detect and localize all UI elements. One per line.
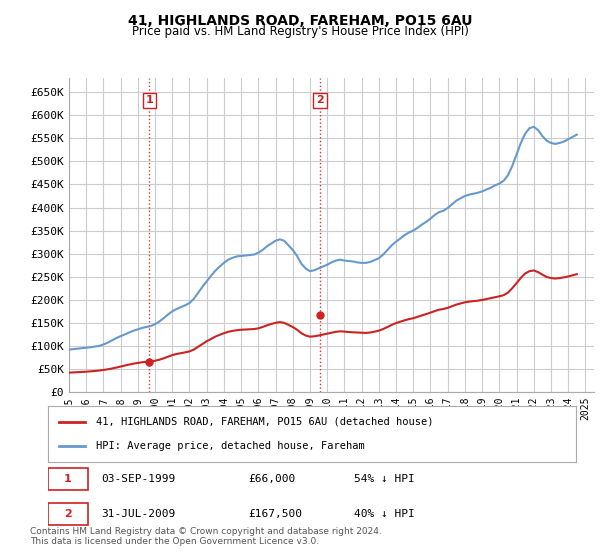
- Text: 2: 2: [316, 95, 324, 105]
- Text: 31-JUL-2009: 31-JUL-2009: [101, 508, 175, 519]
- Text: 41, HIGHLANDS ROAD, FAREHAM, PO15 6AU: 41, HIGHLANDS ROAD, FAREHAM, PO15 6AU: [128, 14, 472, 28]
- Text: £167,500: £167,500: [248, 508, 302, 519]
- Text: Price paid vs. HM Land Registry's House Price Index (HPI): Price paid vs. HM Land Registry's House …: [131, 25, 469, 38]
- Text: Contains HM Land Registry data © Crown copyright and database right 2024.
This d: Contains HM Land Registry data © Crown c…: [30, 526, 382, 546]
- Text: 2: 2: [64, 508, 71, 519]
- Text: 03-SEP-1999: 03-SEP-1999: [101, 474, 175, 484]
- Text: 1: 1: [146, 95, 153, 105]
- Text: 54% ↓ HPI: 54% ↓ HPI: [354, 474, 415, 484]
- Text: 1: 1: [64, 474, 71, 484]
- Text: HPI: Average price, detached house, Fareham: HPI: Average price, detached house, Fare…: [95, 441, 364, 451]
- Text: 41, HIGHLANDS ROAD, FAREHAM, PO15 6AU (detached house): 41, HIGHLANDS ROAD, FAREHAM, PO15 6AU (d…: [95, 417, 433, 427]
- FancyBboxPatch shape: [48, 503, 88, 525]
- Text: £66,000: £66,000: [248, 474, 296, 484]
- FancyBboxPatch shape: [48, 468, 88, 490]
- Text: 40% ↓ HPI: 40% ↓ HPI: [354, 508, 415, 519]
